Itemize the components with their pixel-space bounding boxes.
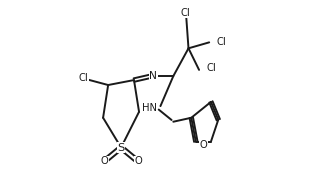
Text: Cl: Cl [207,63,217,73]
Text: N: N [149,71,157,81]
Text: HN: HN [142,103,157,113]
Text: Cl: Cl [78,73,88,83]
Text: Cl: Cl [217,37,227,47]
Text: S: S [117,142,125,153]
Text: O: O [200,140,207,150]
Text: O: O [100,156,108,166]
Text: O: O [134,156,142,166]
Text: Cl: Cl [181,8,191,18]
